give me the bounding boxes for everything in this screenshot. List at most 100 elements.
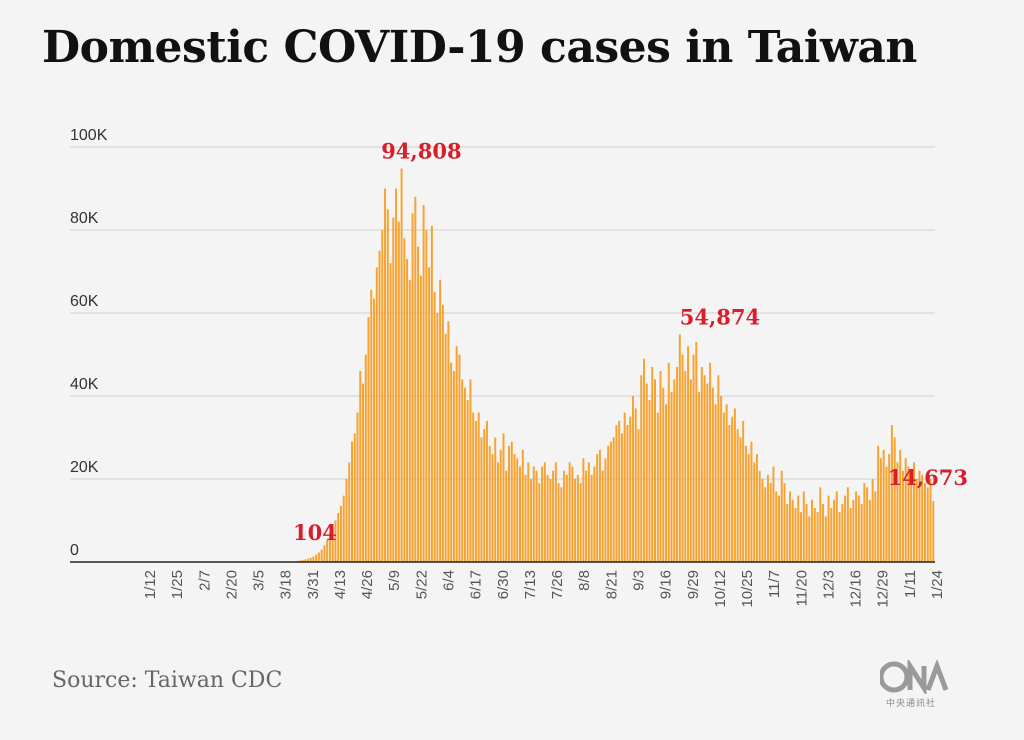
- x-tick-label: 2/20: [223, 570, 240, 599]
- bar: [444, 333, 447, 562]
- x-tick-label: 9/3: [630, 570, 647, 591]
- bar: [458, 354, 461, 562]
- bar: [720, 396, 723, 562]
- bar: [648, 400, 651, 562]
- bar: [640, 375, 643, 562]
- bar: [563, 470, 566, 562]
- bar: [849, 508, 852, 562]
- bar: [513, 454, 516, 562]
- bar: [359, 371, 362, 562]
- bar: [609, 441, 612, 562]
- bar: [593, 466, 596, 562]
- bar: [604, 458, 607, 562]
- bar: [474, 420, 477, 562]
- bar: [673, 379, 676, 562]
- bar: [877, 445, 880, 562]
- bar: [527, 462, 530, 562]
- bar: [868, 499, 871, 562]
- x-tick-label: 4/26: [359, 570, 376, 599]
- bar: [676, 366, 679, 562]
- bar: [508, 445, 510, 562]
- bar: [904, 458, 907, 562]
- bar: [662, 387, 665, 562]
- bar: [888, 454, 891, 562]
- bar: [833, 499, 836, 562]
- bar: [758, 470, 761, 562]
- bar: [439, 279, 442, 562]
- x-tick-label: 9/16: [658, 570, 675, 599]
- bar: [516, 458, 519, 562]
- bar: [780, 470, 783, 562]
- bar: [651, 366, 654, 562]
- bar: [386, 209, 389, 562]
- bar: [496, 462, 499, 562]
- bar: [775, 491, 778, 562]
- bar: [678, 334, 681, 562]
- bar: [477, 412, 480, 562]
- bar: [452, 371, 455, 562]
- y-axis-ticks: 0 20K 40K 60K 80K 100K: [70, 127, 108, 559]
- x-tick-label: 6/4: [441, 570, 458, 591]
- bar: [667, 362, 670, 562]
- bar: [364, 354, 367, 562]
- bar: [899, 449, 902, 562]
- bar: [521, 449, 524, 562]
- bar: [362, 383, 364, 562]
- annotation-label: 14,673: [888, 465, 968, 490]
- bar: [929, 479, 932, 562]
- bar: [665, 404, 668, 562]
- bar: [510, 441, 513, 562]
- bar: [375, 267, 378, 562]
- bar: [384, 188, 387, 562]
- bar: [601, 470, 604, 562]
- cna-logo-icon: 中央通訊社: [880, 660, 952, 710]
- bar: [857, 495, 860, 562]
- bar: [692, 354, 695, 562]
- bar: [312, 556, 315, 562]
- x-tick-label: 6/17: [468, 570, 485, 599]
- bar: [871, 479, 874, 562]
- bar: [587, 462, 590, 562]
- bar: [519, 466, 522, 562]
- bar: [502, 433, 505, 562]
- bar: [441, 304, 444, 562]
- bar: [450, 362, 453, 562]
- bar: [728, 425, 731, 562]
- bar: [317, 552, 320, 562]
- bar: [607, 445, 610, 562]
- bar: [320, 549, 323, 562]
- bar: [656, 412, 659, 562]
- bar: [455, 346, 458, 562]
- bar: [373, 298, 376, 562]
- x-tick-label: 12/3: [820, 570, 837, 599]
- bar: [623, 412, 626, 562]
- bar: [598, 449, 601, 562]
- bar: [485, 420, 488, 562]
- bar: [466, 400, 469, 562]
- x-tick-label: 1/12: [142, 570, 159, 599]
- x-axis-ticks: 1/12 1/25 2/7 2/20 3/5 3/18 3/31 4/13 4/26 5/9 5/2…: [142, 570, 946, 608]
- bar: [808, 516, 811, 562]
- bar: [800, 512, 802, 562]
- bar: [766, 474, 769, 562]
- bar: [722, 412, 725, 562]
- bar: [350, 441, 353, 562]
- bar: [353, 433, 356, 562]
- bar: [620, 433, 623, 562]
- bar: [764, 487, 767, 562]
- bar: [304, 559, 307, 562]
- bar: [777, 495, 780, 562]
- bar: [819, 487, 822, 562]
- bar: [596, 454, 599, 562]
- bar: [568, 462, 571, 562]
- y-tick-label: 20K: [70, 459, 99, 476]
- bar: [615, 425, 618, 562]
- bar: [750, 441, 753, 562]
- bar: [543, 462, 546, 562]
- bar: [714, 404, 717, 562]
- bar: [659, 371, 662, 562]
- bar: [367, 317, 370, 562]
- bar: [400, 168, 403, 562]
- bar: [480, 437, 483, 562]
- bar: [505, 470, 508, 562]
